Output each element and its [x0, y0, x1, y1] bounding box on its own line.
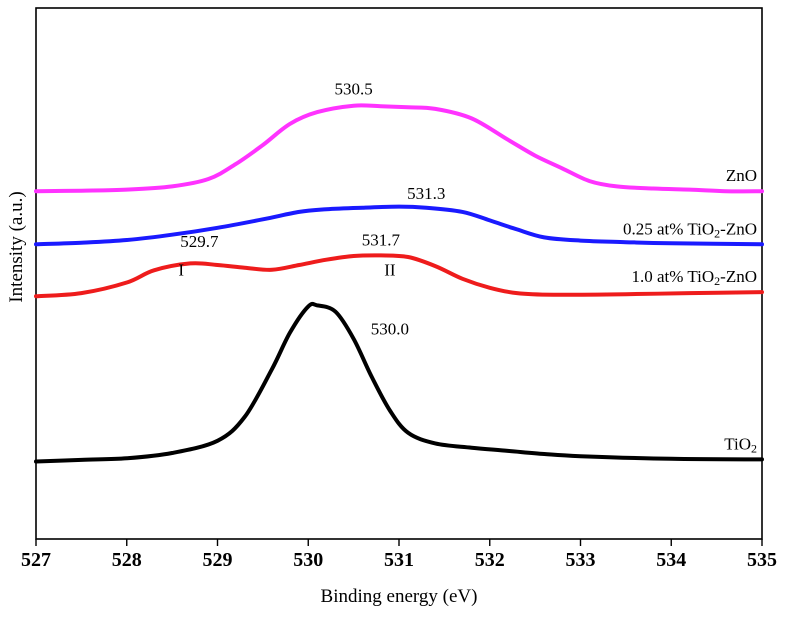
y-axis-title: Intensity (a.u.) — [6, 191, 27, 302]
series-label: 1.0 at% TiO2-ZnO — [632, 267, 758, 288]
x-tick-label: 534 — [656, 549, 686, 571]
peak-annotation: I — [178, 261, 184, 280]
x-tick-label: 531 — [384, 549, 414, 571]
peak-annotation: 529.7 — [180, 232, 219, 251]
x-tick-label: 529 — [203, 549, 233, 571]
x-tick-label: 527 — [21, 549, 51, 571]
peak-annotation: 531.7 — [362, 230, 401, 249]
x-tick-label: 532 — [475, 549, 505, 571]
series-label: 0.25 at% TiO2-ZnO — [623, 219, 757, 240]
series-label: ZnO — [726, 166, 757, 185]
peak-annotation: 530.0 — [371, 320, 409, 339]
series-label: TiO2 — [724, 434, 757, 455]
x-tick-label: 535 — [747, 549, 777, 571]
series-labels: ZnO 0.25 at% TiO2-ZnO 1.0 at% TiO2-ZnO TiO2 — [623, 166, 757, 455]
x-tick-label: 528 — [112, 549, 142, 571]
x-tick-label: 533 — [566, 549, 596, 571]
series-line — [34, 253, 764, 299]
x-tick-label: 530 — [293, 549, 323, 571]
peak-annotations: 530.5 531.3 529.7 I 531.7 II 530.0 — [178, 80, 445, 339]
peak-annotation: 530.5 — [335, 80, 373, 99]
peak-annotation: II — [384, 261, 396, 280]
x-axis-title: Binding energy (eV) — [321, 586, 478, 607]
series-line — [34, 301, 764, 464]
series-line — [34, 103, 764, 194]
peak-annotation: 531.3 — [407, 184, 445, 203]
x-axis-ticks: 527 528 529 530 531 532 533 534 535 — [21, 539, 777, 571]
series-line — [34, 204, 764, 247]
series-lines — [34, 103, 764, 464]
